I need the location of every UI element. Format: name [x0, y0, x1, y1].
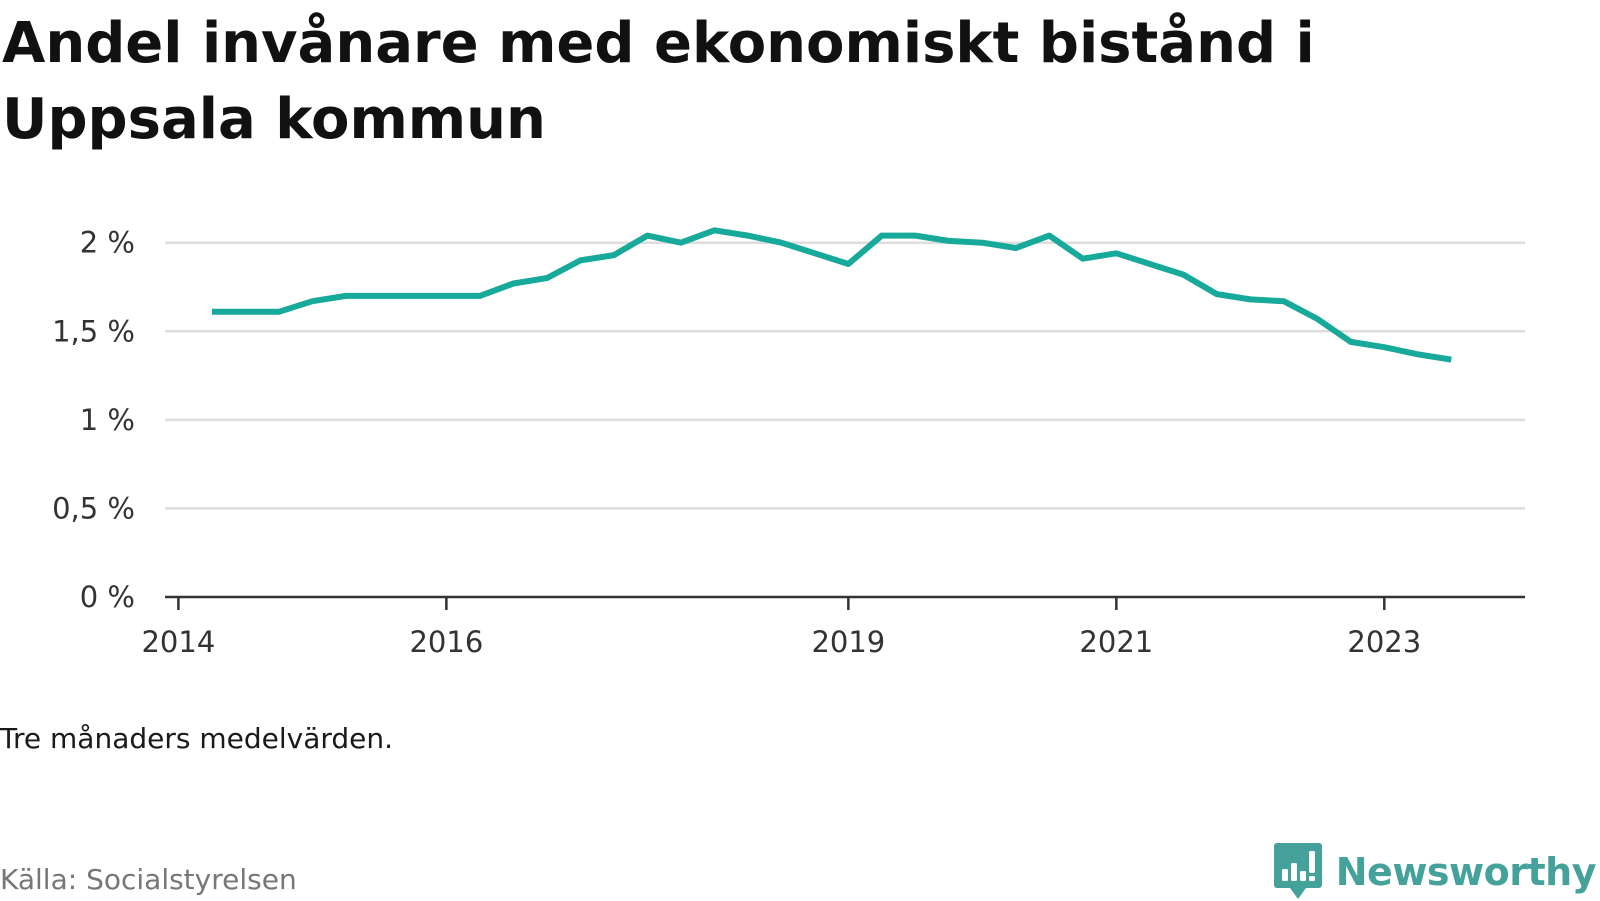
- data-point: [276, 309, 282, 315]
- data-point: [1348, 339, 1354, 345]
- data-point: [577, 257, 583, 263]
- data-point: [644, 233, 650, 239]
- y-tick-label: 1 %: [80, 403, 135, 437]
- data-point: [946, 238, 952, 244]
- data-point: [1147, 261, 1153, 267]
- data-point: [711, 227, 717, 233]
- source-credit: Källa: Socialstyrelsen: [0, 863, 297, 896]
- chart-note: Tre månaders medelvärden.: [0, 722, 394, 755]
- x-axis: [165, 595, 1525, 610]
- data-point: [1415, 351, 1421, 357]
- data-point: [745, 233, 751, 239]
- data-point: [510, 281, 516, 287]
- data-point: [778, 240, 784, 246]
- series-layer: [209, 227, 1454, 363]
- data-point: [845, 261, 851, 267]
- data-point: [1180, 272, 1186, 278]
- data-point: [1448, 357, 1454, 363]
- newsworthy-logo-icon: [1273, 843, 1322, 899]
- x-tick-label: 2014: [141, 625, 215, 659]
- data-point: [242, 309, 248, 315]
- data-point: [1247, 296, 1253, 302]
- gridlines: [165, 241, 1525, 510]
- data-point: [812, 250, 818, 256]
- data-point: [979, 240, 985, 246]
- chart-title: Andel invånare med ekonomiskt bistånd i …: [2, 11, 1315, 152]
- data-point: [343, 293, 349, 299]
- brand-name: Newsworthy: [1335, 850, 1597, 894]
- x-tick-label: 2021: [1079, 625, 1153, 659]
- data-point: [1113, 250, 1119, 256]
- data-point: [1046, 233, 1052, 239]
- data-point: [376, 293, 382, 299]
- x-tick-label: 2023: [1347, 625, 1421, 659]
- data-point: [443, 293, 449, 299]
- data-point: [410, 293, 416, 299]
- data-point: [611, 252, 617, 258]
- data-point: [1381, 344, 1387, 350]
- data-point: [544, 275, 550, 281]
- data-point: [1281, 298, 1287, 304]
- data-point: [1214, 291, 1220, 297]
- x-tick-label: 2016: [409, 625, 483, 659]
- data-point: [477, 293, 483, 299]
- data-point: [678, 240, 684, 246]
- data-point: [912, 233, 918, 239]
- y-tick-label: 2 %: [80, 226, 135, 260]
- data-point: [1013, 245, 1019, 251]
- x-tick-label: 2019: [811, 625, 885, 659]
- series-line: [211, 227, 1452, 363]
- data-point: [1080, 256, 1086, 262]
- data-point: [209, 309, 215, 315]
- x-axis-labels: 2014 2016 2019 2021 2023: [141, 625, 1421, 659]
- y-tick-label: 0,5 %: [52, 491, 135, 525]
- data-point: [1314, 316, 1320, 322]
- y-axis-labels: 0 % 0,5 % 1 % 1,5 % 2 %: [52, 226, 135, 614]
- data-point: [309, 298, 315, 304]
- data-point: [879, 233, 885, 239]
- y-tick-label: 1,5 %: [52, 314, 135, 348]
- y-tick-label: 0 %: [80, 580, 135, 614]
- brand-logo: Newsworthy: [1273, 843, 1597, 901]
